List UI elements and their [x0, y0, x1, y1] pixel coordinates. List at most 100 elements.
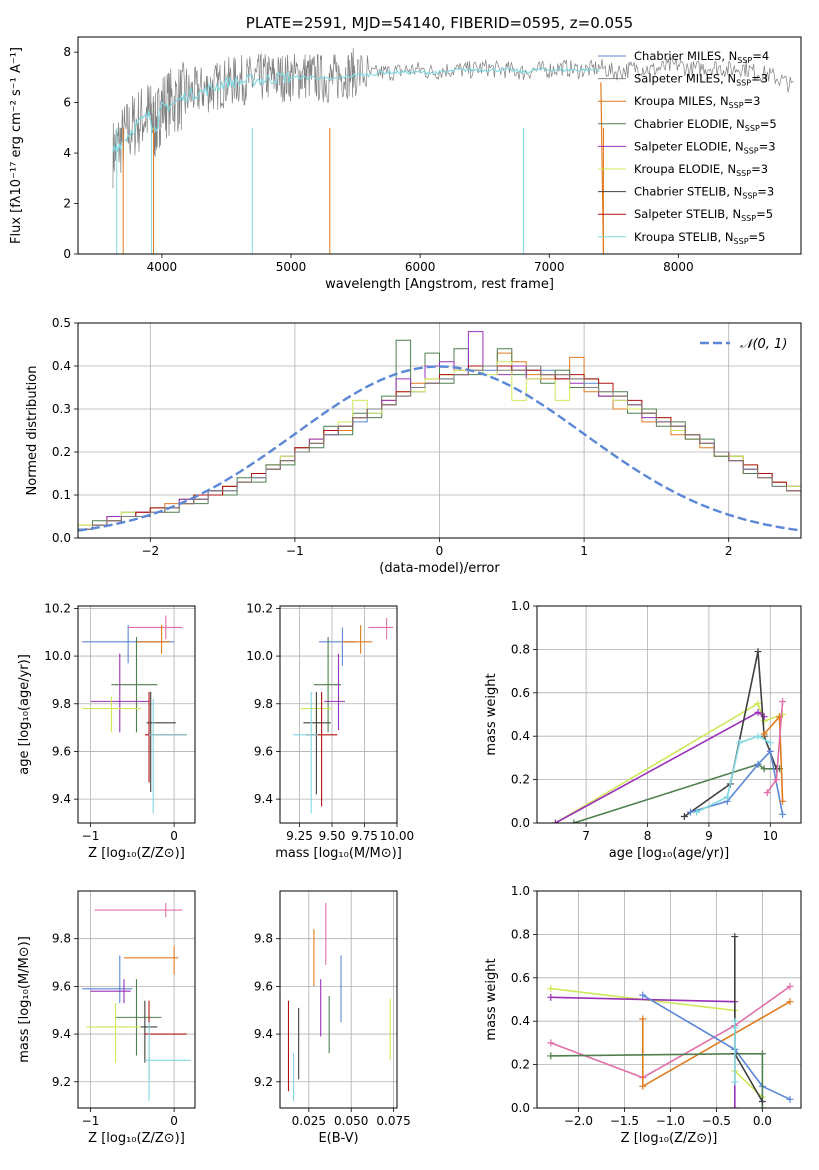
x-tick-label: 0	[170, 829, 178, 843]
y-tick-label: 10.2	[246, 601, 273, 615]
axes-age-vs-Z: −1 0 9.4 9.6 9.8 10.0 10.2 Z [log₁₀(Z/Z⊙)] age […	[17, 601, 195, 861]
plot-area-age-vs-Z	[82, 615, 187, 814]
x-axis-label: Z [log₁₀(Z/Z⊙)]	[88, 846, 185, 861]
spectrum-series-0	[112, 47, 794, 189]
x-tick-label: 0.050	[334, 1114, 368, 1128]
y-tick-label: 9.8	[52, 697, 71, 711]
plot-area-mass-vs-EBV	[287, 902, 391, 1101]
legend-label: Chabrier MILES, NSSP=4	[634, 49, 769, 65]
legend-residuals: 𝒩(0, 1)	[700, 337, 787, 352]
y-tick-label: 0.0	[511, 816, 530, 830]
x-tick-label: 9	[705, 829, 713, 843]
y-tick-label: 9.6	[254, 979, 273, 993]
axes-mass-vs-EBV: 0.025 0.050 0.075 9.2 9.4 9.6 9.8 E(B-V)	[254, 891, 411, 1146]
axes-residuals: −2 −1 0 1 2 0.0 0.1 0.2 0.3 0.4 0.5 (data-model)/er…	[25, 316, 801, 576]
legend-label: Kroupa STELIB, NSSP=5	[634, 230, 765, 246]
weight-marker	[547, 993, 555, 1001]
weight-marker	[766, 739, 774, 747]
x-tick-label: 0	[436, 544, 444, 558]
y-axis-label: mass [log₁₀(M/M⊙)]	[17, 936, 32, 1063]
y-tick-label: 0	[63, 247, 71, 261]
legend-label: Kroupa MILES, NSSP=3	[634, 94, 760, 110]
x-axis-label: Z [log₁₀(Z/Z⊙)]	[621, 1131, 718, 1146]
y-axis-label: mass weight	[484, 958, 499, 1040]
weight-marker	[760, 713, 768, 721]
y-tick-label: 0.8	[511, 927, 530, 941]
plot-area-residuals	[78, 331, 801, 538]
y-tick-label: 2	[63, 197, 71, 211]
plot-area-massweight-vs-Z	[547, 933, 794, 1108]
legend-label: 𝒩(0, 1)	[740, 337, 787, 352]
weight-marker	[731, 933, 739, 941]
y-tick-label: 0.2	[511, 1058, 530, 1072]
x-axis-label: E(B-V)	[318, 1131, 358, 1146]
x-tick-label: −1	[82, 829, 100, 843]
legend-label: Salpeter MILES, NSSP=3	[634, 72, 768, 88]
x-tick-label: 9.50	[319, 829, 346, 843]
y-axis-label: Normed distribution	[25, 366, 40, 496]
weight-marker	[786, 982, 794, 990]
y-tick-label: 1.0	[511, 884, 530, 898]
x-tick-label: 0.0	[753, 1114, 772, 1128]
x-tick-label: 5000	[276, 260, 307, 274]
weight-line-salpeter-elodie	[555, 711, 765, 823]
weight-marker	[639, 1082, 647, 1090]
y-tick-label: 0.1	[52, 488, 71, 502]
weight-marker	[731, 1104, 739, 1108]
plot-area-massweight-vs-age	[551, 648, 787, 823]
x-tick-label: −1	[286, 544, 304, 558]
chart-mass-vs-Z: −1 0 9.2 9.4 9.6 9.8 Z [log₁₀(Z/Z⊙)] mass [log₁…	[17, 890, 196, 1146]
legend-label: Salpeter ELODIE, NSSP=3	[634, 139, 776, 155]
y-tick-label: 4	[63, 146, 71, 160]
weight-line-chabrier-miles	[642, 994, 791, 1101]
weight-marker	[547, 985, 555, 993]
y-axis-label: Flux [fλ10⁻¹⁷ erg cm⁻² s⁻¹ A⁻¹]	[9, 47, 24, 244]
histogram-chabrier-elodie	[78, 339, 801, 538]
x-tick-label: 0.025	[292, 1114, 326, 1128]
x-axis-label: Z [log₁₀(Z/Z⊙)]	[88, 1131, 185, 1146]
y-tick-label: 0.0	[511, 1101, 530, 1115]
axes-frame-massweight-vs-age	[536, 605, 802, 824]
plot-area-mass-vs-Z	[82, 902, 191, 1101]
chart-age-vs-Z: −1 0 9.4 9.6 9.8 10.0 10.2 Z [log₁₀(Z/Z⊙)] age […	[17, 601, 196, 861]
legend-spectrum: Chabrier MILES, NSSP=4 Salpeter MILES, NS…	[598, 49, 777, 246]
chart-massweight-vs-age: 7 8 9 10 0.0 0.2 0.4 0.6 0.8 1.0 age [log₁₀(age/yr…	[484, 599, 802, 861]
weight-marker	[754, 648, 762, 656]
weight-marker	[639, 1015, 647, 1023]
axes-frame-spectrum	[77, 36, 802, 255]
y-tick-label: 9.8	[254, 697, 273, 711]
weight-marker	[736, 739, 744, 747]
normal-curve	[78, 365, 801, 532]
x-tick-label: −1	[82, 1114, 100, 1128]
y-tick-label: 10.2	[44, 601, 71, 615]
x-tick-label: 0	[170, 1114, 178, 1128]
y-tick-label: 9.6	[52, 744, 71, 758]
axes-massweight-vs-Z: −2.0 −1.5 −1.0 −0.5 0.0 0.0 0.2 0.4 0.6 0.8 1.0 Z […	[484, 884, 801, 1146]
axes-frame-mass-vs-Z	[77, 890, 196, 1109]
axes-massweight-vs-age: 7 8 9 10 0.0 0.2 0.4 0.6 0.8 1.0 age [log₁₀(age/yr…	[484, 599, 801, 861]
chart-age-vs-mass: 9.25 9.50 9.75 10.00 9.4 9.6 9.8 10.0 10.2 mass […	[246, 601, 414, 861]
weight-marker	[731, 1017, 739, 1025]
histogram-salpeter-miles	[78, 365, 801, 538]
weight-marker	[680, 812, 688, 820]
y-tick-label: 0.2	[52, 445, 71, 459]
weight-marker	[551, 819, 559, 823]
y-tick-label: 9.6	[254, 744, 273, 758]
weight-marker	[547, 1039, 555, 1047]
y-tick-label: 9.4	[52, 792, 71, 806]
chart-mass-vs-EBV: 0.025 0.050 0.075 9.2 9.4 9.6 9.8 E(B-V)	[254, 890, 411, 1146]
y-tick-label: 9.4	[254, 792, 273, 806]
plot-area-spectrum	[112, 47, 794, 254]
x-tick-label: 10	[763, 829, 778, 843]
x-tick-label: −1.5	[610, 1114, 639, 1128]
y-tick-label: 9.6	[52, 979, 71, 993]
weight-marker	[754, 708, 762, 716]
x-tick-label: 1	[580, 544, 588, 558]
x-axis-label: wavelength [Angstrom, rest frame]	[325, 277, 554, 292]
axes-frame-massweight-vs-Z	[536, 890, 802, 1109]
y-tick-label: 9.4	[254, 1027, 273, 1041]
weight-marker	[686, 808, 694, 816]
x-tick-label: 7000	[534, 260, 565, 274]
weight-marker	[763, 789, 771, 797]
